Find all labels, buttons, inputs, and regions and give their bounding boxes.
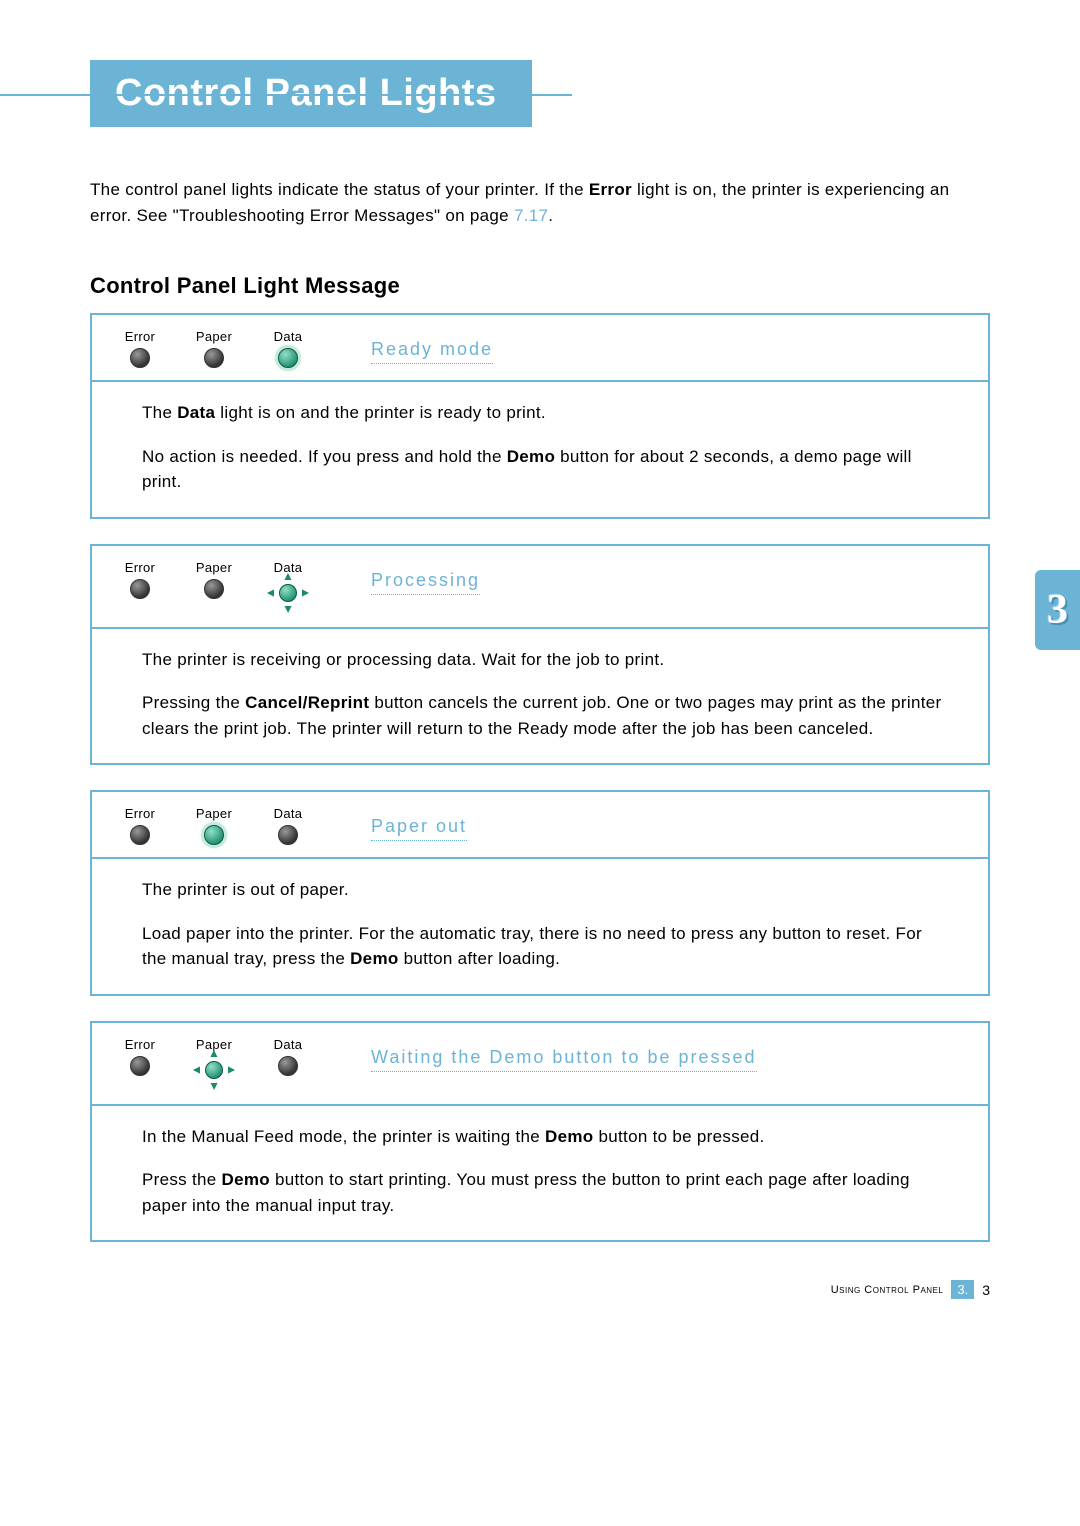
page-title: Control Panel Lights [115,72,497,114]
led-off-icon [130,579,150,599]
lights-group: Error Paper ▲▲ ▲▲ Data [117,1035,311,1092]
panel-text: Pressing the Cancel/Reprint button cance… [142,690,948,741]
panel-text: The printer is receiving or processing d… [142,647,948,673]
panel-text: Press the Demo button to start printing.… [142,1167,948,1218]
led-blink-icon: ▲▲ ▲▲ [192,1048,236,1092]
panel-text: Load paper into the printer. For the aut… [142,921,948,972]
footer-chapter-badge: 3. [951,1280,974,1299]
light-data: Data [265,1037,311,1092]
panel-body: The printer is out of paper. Load paper … [92,857,988,994]
led-blink-icon: ▲▲ ▲▲ [266,571,310,615]
panel-header: Error Paper Data Ready mode [92,315,988,380]
led-off-icon [204,348,224,368]
light-label-paper: Paper [196,560,232,575]
footer-label: Using Control Panel [831,1284,944,1296]
manual-page: Control Panel Lights The control panel l… [0,0,1080,1339]
lights-group: Error Paper Data [117,804,311,845]
light-label-data: Data [274,329,303,344]
mode-title: Processing [371,558,480,595]
lights-group: Error Paper Data [117,327,311,368]
light-label-paper: Paper [196,329,232,344]
intro-prefix: The control panel lights indicate the st… [90,180,589,199]
status-panel-paper-out: Error Paper Data Paper out The printer i… [90,790,990,996]
led-off-icon [278,1056,298,1076]
led-off-icon [130,1056,150,1076]
panel-text: In the Manual Feed mode, the printer is … [142,1124,948,1150]
light-paper: Paper ▲▲ ▲▲ [191,1037,237,1092]
light-data: Data [265,806,311,845]
light-data: Data [265,329,311,368]
led-on-icon [278,348,298,368]
led-off-icon [204,579,224,599]
chapter-number: 3 [1047,586,1068,634]
light-error: Error [117,806,163,845]
led-on-icon [204,825,224,845]
mode-title: Ready mode [371,327,493,364]
panel-text: The Data light is on and the printer is … [142,400,948,426]
light-label-error: Error [125,560,155,575]
section-subhead: Control Panel Light Message [90,273,990,299]
light-error: Error [117,329,163,368]
status-panel-waiting-demo: Error Paper ▲▲ ▲▲ Data Waiting the Demo … [90,1021,990,1243]
status-panel-processing: Error Paper Data ▲▲ ▲▲ Processing [90,544,990,766]
mode-title: Paper out [371,804,467,841]
intro-bold-error: Error [589,180,632,199]
light-label-paper: Paper [196,806,232,821]
intro-suffix: . [548,206,553,225]
panel-body: The Data light is on and the printer is … [92,380,988,517]
panel-header: Error Paper Data ▲▲ ▲▲ Processing [92,546,988,627]
light-label-data: Data [274,806,303,821]
panel-header: Error Paper Data Paper out [92,792,988,857]
led-off-icon [278,825,298,845]
page-title-bar: Control Panel Lights [90,60,532,127]
footer-page-number: 3 [982,1282,990,1298]
mode-title: Waiting the Demo button to be pressed [371,1035,757,1072]
light-error: Error [117,560,163,615]
page-footer: Using Control Panel 3. 3 [90,1280,990,1299]
panel-body: In the Manual Feed mode, the printer is … [92,1104,988,1241]
page-reference-link[interactable]: 7.17 [514,206,548,225]
status-panel-ready: Error Paper Data Ready mode The Data lig… [90,313,990,519]
light-label-error: Error [125,806,155,821]
panel-text: The printer is out of paper. [142,877,948,903]
chapter-side-tab: 3 [1035,570,1080,650]
light-label-error: Error [125,329,155,344]
panel-text: No action is needed. If you press and ho… [142,444,948,495]
light-paper: Paper [191,329,237,368]
panel-header: Error Paper ▲▲ ▲▲ Data Waiting the Demo … [92,1023,988,1104]
panel-body: The printer is receiving or processing d… [92,627,988,764]
light-label-data: Data [274,1037,303,1052]
light-paper: Paper [191,560,237,615]
light-data: Data ▲▲ ▲▲ [265,560,311,615]
intro-text: The control panel lights indicate the st… [90,177,990,228]
lights-group: Error Paper Data ▲▲ ▲▲ [117,558,311,615]
light-paper: Paper [191,806,237,845]
light-label-error: Error [125,1037,155,1052]
led-off-icon [130,348,150,368]
led-off-icon [130,825,150,845]
light-error: Error [117,1037,163,1092]
